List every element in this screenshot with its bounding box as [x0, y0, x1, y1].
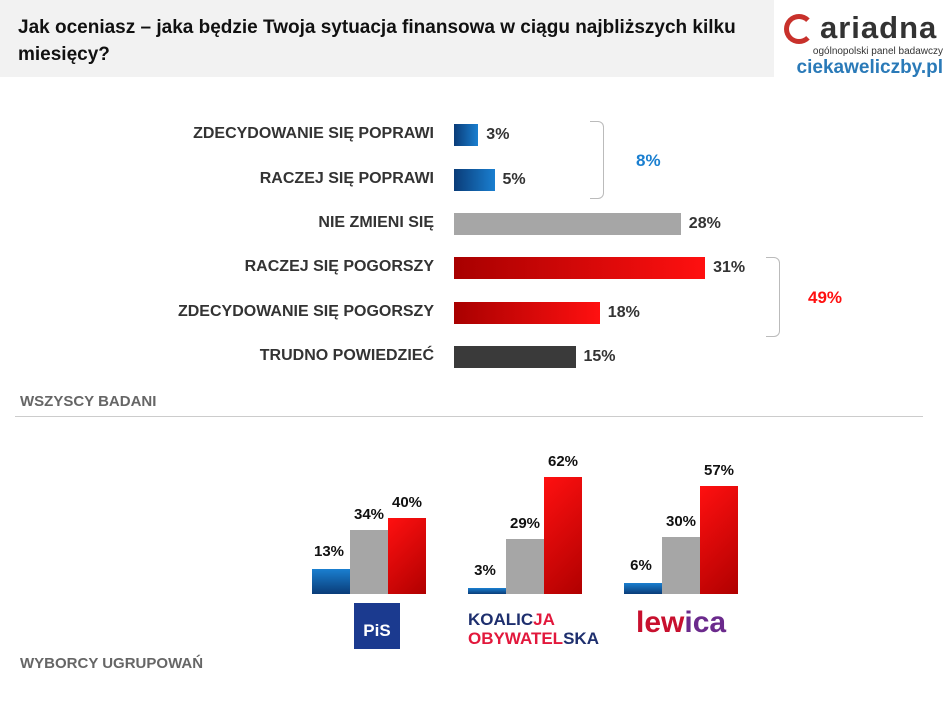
logo-word: ariadna — [820, 10, 938, 45]
site-link[interactable]: ciekaweliczby.pl — [796, 57, 943, 78]
bar — [624, 582, 662, 594]
lewica-logo: lewica — [636, 606, 726, 640]
value-label: 30% — [665, 513, 697, 531]
value-label: 5% — [502, 171, 526, 188]
value-label: 57% — [703, 462, 735, 480]
bar — [506, 539, 544, 594]
bar — [468, 588, 506, 594]
bar — [700, 486, 738, 594]
bar — [454, 257, 706, 279]
category-label: TRUDNO POWIEDZIEĆ — [259, 347, 434, 364]
lewica-text: lew — [636, 606, 685, 639]
bar — [454, 169, 495, 191]
ko-text: KOALIC — [468, 610, 534, 629]
ko-logo: KOALICJA OBYWATELSKA — [468, 610, 599, 648]
bar — [454, 302, 600, 324]
value-label: 40% — [391, 494, 423, 512]
value-label: 3% — [474, 562, 496, 580]
improve-total: 8% — [636, 151, 661, 170]
bar — [454, 346, 576, 368]
bar — [388, 518, 426, 594]
section-label-all: WSZYSCY BADANI — [20, 393, 157, 410]
bar — [312, 569, 350, 594]
value-label: 6% — [630, 556, 652, 574]
category-label: RACZEJ SIĘ POGORSZY — [244, 258, 434, 275]
category-label: NIE ZMIENI SIĘ — [318, 214, 434, 231]
pis-logo: PiS — [354, 603, 400, 649]
value-label: 3% — [486, 126, 510, 143]
worsen-total: 49% — [808, 288, 843, 307]
value-label: 62% — [547, 452, 579, 470]
ko-text: OBYWATEL — [468, 629, 564, 648]
value-label: 15% — [583, 348, 616, 365]
ariadna-logo: ariadna ogólnopolski panel badawczy ciek… — [782, 10, 947, 80]
ko-text: SKA — [563, 629, 599, 648]
value-label: 18% — [607, 304, 640, 321]
bar — [454, 213, 681, 235]
category-label: RACZEJ SIĘ POPRAWI — [259, 170, 434, 187]
lewica-text: ica — [684, 606, 727, 639]
bar — [544, 476, 582, 594]
value-label: 29% — [509, 515, 541, 533]
logo-ring-icon — [784, 14, 814, 44]
improve-brace — [590, 121, 604, 199]
value-label: 13% — [313, 543, 345, 561]
logo-tagline: ogólnopolski panel badawczy — [812, 46, 943, 57]
worsen-brace — [766, 257, 780, 337]
category-label: ZDECYDOWANIE SIĘ POPRAWI — [193, 125, 434, 142]
bar — [454, 124, 479, 146]
page-title: Jak oceniasz – jaka będzie Twoja sytuacj… — [18, 17, 736, 65]
header-band — [0, 0, 774, 77]
ko-text: JA — [533, 610, 555, 629]
section-label-parties: WYBORCY UGRUPOWAŃ — [20, 655, 204, 672]
divider — [15, 416, 923, 417]
category-label: ZDECYDOWANIE SIĘ POGORSZY — [177, 303, 434, 320]
bar — [662, 537, 700, 594]
value-label: 34% — [353, 505, 385, 523]
bar — [350, 529, 388, 594]
value-label: 31% — [713, 259, 746, 276]
value-label: 28% — [688, 215, 721, 232]
